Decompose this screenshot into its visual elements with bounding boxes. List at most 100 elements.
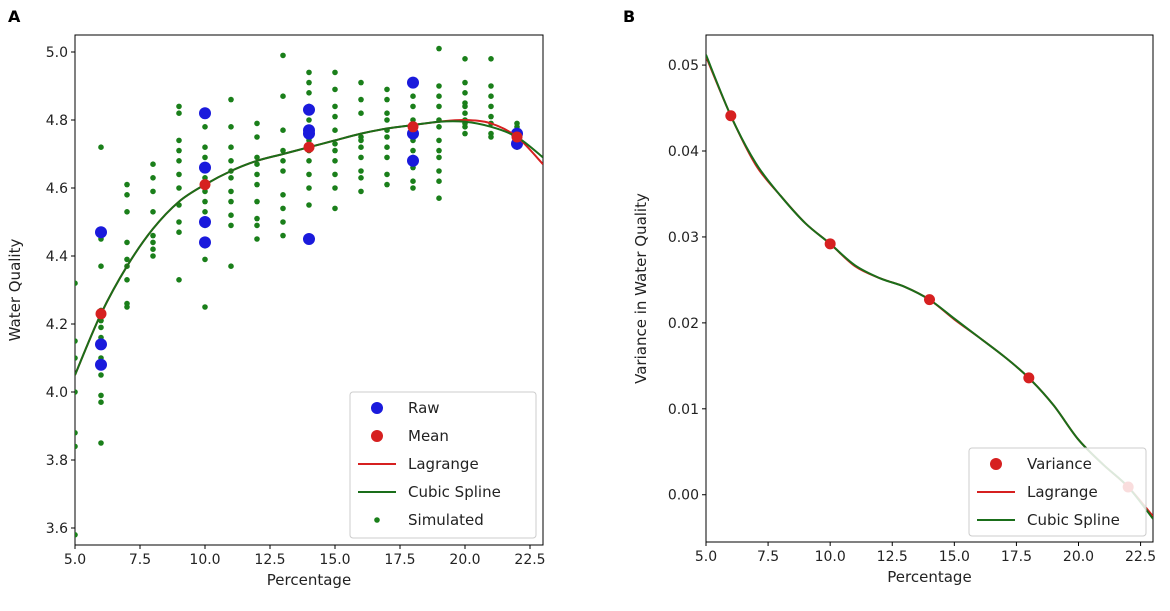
legend-mean-label: Mean — [408, 427, 449, 445]
raw-point — [95, 226, 107, 239]
y-tick-label: 4.2 — [46, 317, 68, 333]
raw-point — [303, 103, 315, 116]
simulated-point — [124, 239, 130, 246]
simulated-point — [306, 69, 312, 76]
simulated-point — [228, 144, 234, 150]
simulated-point — [358, 144, 364, 150]
simulated-point — [228, 212, 234, 218]
simulated-point — [228, 222, 234, 229]
raw-point — [95, 338, 107, 351]
simulated-point — [124, 256, 130, 263]
simulated-point — [150, 239, 156, 246]
legend-mean-swatch — [371, 430, 383, 442]
legend: Variance Lagrange Cubic Spline — [968, 447, 1147, 537]
simulated-point — [202, 188, 208, 195]
mean-point — [303, 141, 315, 153]
simulated-point — [228, 263, 234, 270]
simulated-point — [306, 90, 312, 96]
x-tick-label: 15.0 — [319, 552, 350, 568]
simulated-point — [384, 134, 390, 140]
simulated-point — [124, 304, 130, 310]
legend-simulated-label: Simulated — [408, 511, 484, 529]
simulated-point — [254, 171, 260, 178]
simulated-point — [488, 103, 494, 110]
simulated-point — [332, 69, 338, 76]
simulated-point — [75, 389, 78, 395]
simulated-point — [462, 110, 468, 116]
simulated-point — [462, 56, 468, 62]
simulated-point — [280, 127, 286, 133]
simulated-point — [176, 110, 182, 116]
simulated-point — [436, 124, 442, 130]
simulated-point — [462, 79, 468, 86]
simulated-point — [384, 181, 390, 188]
x-tick-label: 17.5 — [1001, 549, 1032, 565]
x-tick-label: 22.5 — [514, 552, 545, 568]
simulated-point — [358, 96, 364, 103]
raw-point — [303, 233, 315, 245]
simulated-point — [228, 124, 234, 130]
simulated-point — [332, 103, 338, 110]
simulated-point — [176, 185, 182, 191]
simulated-point — [254, 120, 260, 127]
variance-point — [924, 294, 935, 306]
x-axis-label: Percentage — [267, 571, 351, 589]
simulated-point — [98, 392, 104, 399]
y-tick-label: 0.03 — [668, 230, 699, 246]
raw-point — [303, 127, 315, 140]
panel-label: A — [8, 7, 21, 26]
raw-point — [199, 161, 211, 174]
simulated-point — [75, 338, 78, 344]
x-tick-label: 15.0 — [939, 549, 970, 565]
y-axis-label: Water Quality — [6, 239, 24, 342]
plot-frame — [705, 34, 1154, 543]
simulated-point — [332, 147, 338, 154]
legend-lagrange-label: Lagrange — [1027, 483, 1098, 501]
legend-box — [349, 391, 537, 539]
simulated-point — [254, 161, 260, 167]
simulated-point — [280, 147, 286, 154]
simulated-point — [228, 188, 234, 195]
x-tick-label: 10.0 — [815, 549, 846, 565]
simulated-point — [176, 137, 182, 144]
y-tick-label: 0.05 — [668, 58, 699, 74]
simulated-point — [358, 110, 364, 116]
simulated-point — [306, 79, 312, 86]
legend-cubic-spline-label: Cubic Spline — [408, 483, 501, 501]
simulated-point — [384, 96, 390, 103]
simulated-point — [488, 56, 494, 62]
plot-area — [706, 54, 1153, 520]
simulated-point — [280, 168, 286, 174]
simulated-point — [254, 236, 260, 242]
mean-point — [95, 308, 107, 320]
simulated-point — [176, 103, 182, 110]
simulated-point — [332, 205, 338, 212]
legend-lagrange-label: Lagrange — [408, 455, 479, 473]
y-tick-label: 3.8 — [46, 453, 68, 469]
simulated-point — [436, 45, 442, 52]
simulated-point — [436, 147, 442, 154]
simulated-point — [410, 93, 416, 99]
simulated-point — [358, 137, 364, 144]
simulated-point — [176, 229, 182, 235]
simulated-point — [176, 147, 182, 154]
raw-point — [199, 107, 211, 120]
y-axis-label: Variance in Water Quality — [632, 193, 650, 384]
simulated-point — [306, 185, 312, 191]
raw-point — [407, 76, 419, 89]
simulated-point — [202, 144, 208, 150]
legend: Raw Mean Lagrange Cubic Spline Simulated — [349, 391, 537, 539]
simulated-point — [410, 178, 416, 184]
simulated-point — [280, 205, 286, 212]
simulated-point — [176, 158, 182, 164]
y-tick-label: 0.02 — [668, 316, 699, 332]
simulated-point — [202, 198, 208, 205]
simulated-point — [384, 171, 390, 178]
simulated-point — [384, 110, 390, 116]
simulated-point — [75, 280, 78, 286]
variance-point — [824, 238, 836, 250]
y-tick-label: 4.6 — [46, 181, 68, 197]
y-tick-label: 5.0 — [46, 45, 68, 61]
simulated-point — [176, 171, 182, 178]
